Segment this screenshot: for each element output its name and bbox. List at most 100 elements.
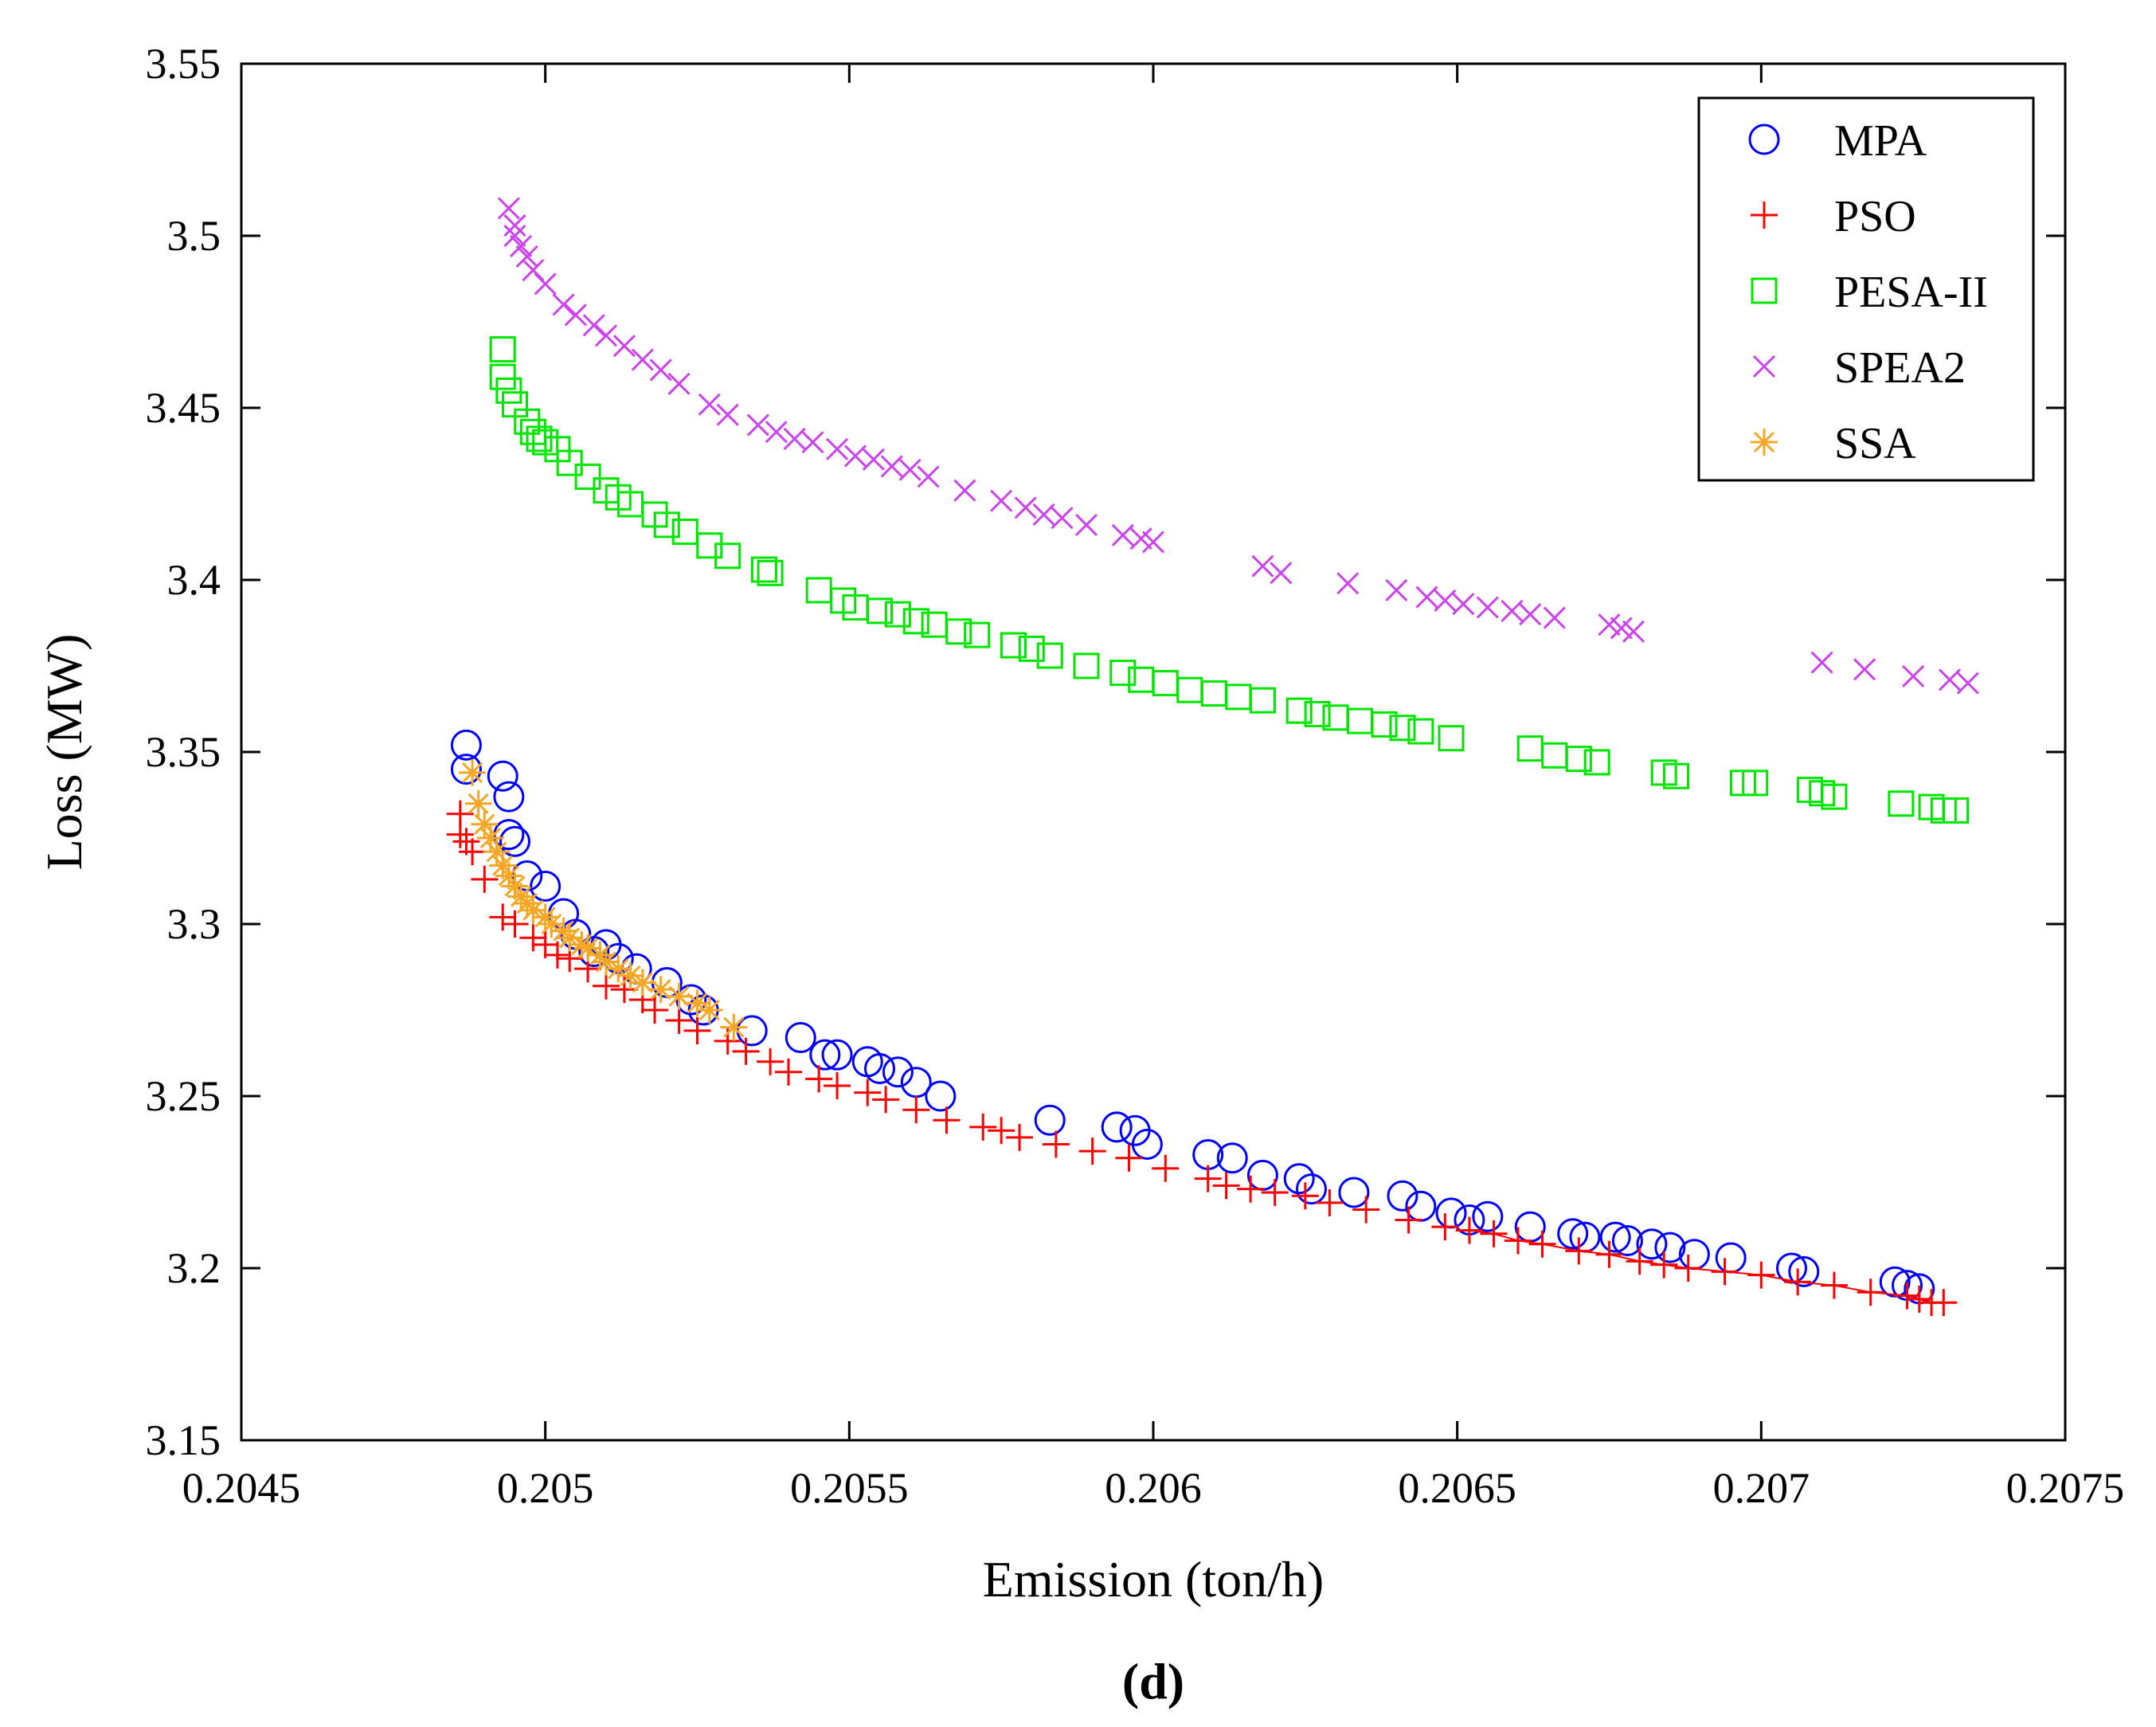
point-spea2 <box>649 358 672 382</box>
point-pso <box>1237 1175 1265 1203</box>
x-tick-label: 0.2055 <box>790 1464 909 1512</box>
legend-item-ssa: SSA <box>1751 419 1916 468</box>
point-pso <box>902 1096 930 1124</box>
x-axis-title: Emission (ton/h) <box>983 1551 1324 1608</box>
y-tick-label: 3.4 <box>167 556 221 604</box>
point-mpa <box>1678 1239 1710 1271</box>
point-pso <box>933 1106 961 1134</box>
point-pesa-ii <box>1662 762 1689 789</box>
y-tick-label: 3.55 <box>146 40 221 88</box>
point-ssa <box>464 789 492 817</box>
point-pso <box>1042 1130 1070 1158</box>
point-mpa <box>1557 1218 1589 1250</box>
legend: MPA PSO PESA-II SPEA2 SSA <box>1697 96 2035 482</box>
point-mpa <box>1283 1163 1315 1195</box>
point-spea2 <box>667 372 691 395</box>
point-mpa <box>1472 1200 1504 1232</box>
point-spea2 <box>1415 585 1438 609</box>
point-pesa-ii <box>1109 660 1137 687</box>
point-spea2 <box>898 458 921 481</box>
point-pso <box>872 1086 900 1114</box>
point-pesa-ii <box>1742 770 1769 797</box>
point-spea2 <box>612 335 636 358</box>
point-mpa <box>1246 1159 1278 1191</box>
point-spea2 <box>843 444 867 468</box>
point-spea2 <box>503 224 526 248</box>
point-spea2 <box>1111 523 1134 546</box>
legend-marker-ssa <box>1751 429 1778 456</box>
point-mpa <box>1216 1142 1248 1174</box>
point-spea2 <box>503 213 526 237</box>
point-pso <box>1194 1165 1222 1192</box>
point-spea2 <box>1938 668 1962 691</box>
legend-marker-mpa <box>1748 123 1780 155</box>
point-mpa <box>493 781 525 813</box>
point-pesa-ii <box>1407 718 1434 745</box>
point-pso <box>665 1006 693 1034</box>
point-pso <box>757 1048 785 1075</box>
point-mpa <box>1295 1173 1327 1205</box>
series-mpa <box>450 729 1935 1305</box>
x-tick-label: 0.207 <box>1713 1464 1810 1512</box>
point-pesa-ii <box>1389 715 1416 742</box>
y-tick-label: 3.45 <box>146 384 221 432</box>
point-pso <box>452 828 480 856</box>
point-spea2 <box>862 448 885 471</box>
point-mpa <box>925 1080 957 1112</box>
point-mpa <box>1338 1177 1370 1208</box>
point-ssa <box>459 758 487 786</box>
data-series <box>446 197 1979 1317</box>
point-spea2 <box>765 421 788 444</box>
point-spea2 <box>594 324 618 347</box>
point-pso <box>1078 1138 1106 1165</box>
point-mpa <box>1611 1224 1643 1256</box>
series-ssa <box>459 758 748 1041</box>
y-tick-label: 3.25 <box>146 1072 221 1120</box>
point-spea2 <box>783 427 806 450</box>
point-pesa-ii <box>1347 707 1374 734</box>
point-spea2 <box>534 272 557 296</box>
point-pesa-ii <box>1000 632 1027 659</box>
point-mpa <box>1654 1232 1686 1263</box>
point-pesa-ii <box>1943 797 1970 824</box>
point-ssa <box>647 976 675 1004</box>
point-pso <box>519 924 547 952</box>
point-spea2 <box>1434 589 1457 612</box>
x-axis: 0.2045 0.205 0.2055 0.206 0.2065 0.207 0.2075 <box>182 64 2124 1512</box>
point-spea2 <box>1810 651 1833 674</box>
point-pso <box>1352 1196 1380 1224</box>
point-spea2 <box>564 303 587 327</box>
point-pesa-ii <box>1516 735 1544 762</box>
point-pesa-ii <box>757 559 784 586</box>
point-spea2 <box>1129 527 1152 550</box>
point-pso <box>1395 1206 1422 1234</box>
legend-marker-spea2 <box>1752 354 1776 378</box>
legend-label-pso: PSO <box>1834 192 1916 241</box>
legend-marker-pso <box>1751 202 1778 229</box>
point-pesa-ii <box>902 608 929 635</box>
point-pso <box>1316 1189 1344 1216</box>
point-pesa-ii <box>945 618 972 645</box>
legend-item-mpa: MPA <box>1748 116 1927 166</box>
point-mpa <box>1387 1180 1418 1212</box>
point-spea2 <box>801 431 824 454</box>
point-mpa <box>821 1039 853 1071</box>
point-pso <box>732 1037 760 1065</box>
point-pesa-ii <box>556 449 583 476</box>
point-mpa <box>1715 1242 1747 1274</box>
point-pso <box>1115 1144 1143 1172</box>
point-pso <box>1006 1123 1034 1151</box>
point-spea2 <box>1270 562 1293 585</box>
point-spea2 <box>497 197 520 220</box>
point-spea2 <box>1956 672 1979 695</box>
point-pesa-ii <box>750 556 777 583</box>
legend-label-ssa: SSA <box>1834 419 1916 468</box>
legend-box <box>1697 96 2035 482</box>
point-spea2 <box>631 348 654 371</box>
point-spea2 <box>990 489 1013 512</box>
point-pso <box>641 997 669 1024</box>
point-pso <box>854 1079 882 1106</box>
point-pso <box>471 865 499 893</box>
point-spea2 <box>1622 620 1645 643</box>
point-mpa <box>785 1022 816 1054</box>
